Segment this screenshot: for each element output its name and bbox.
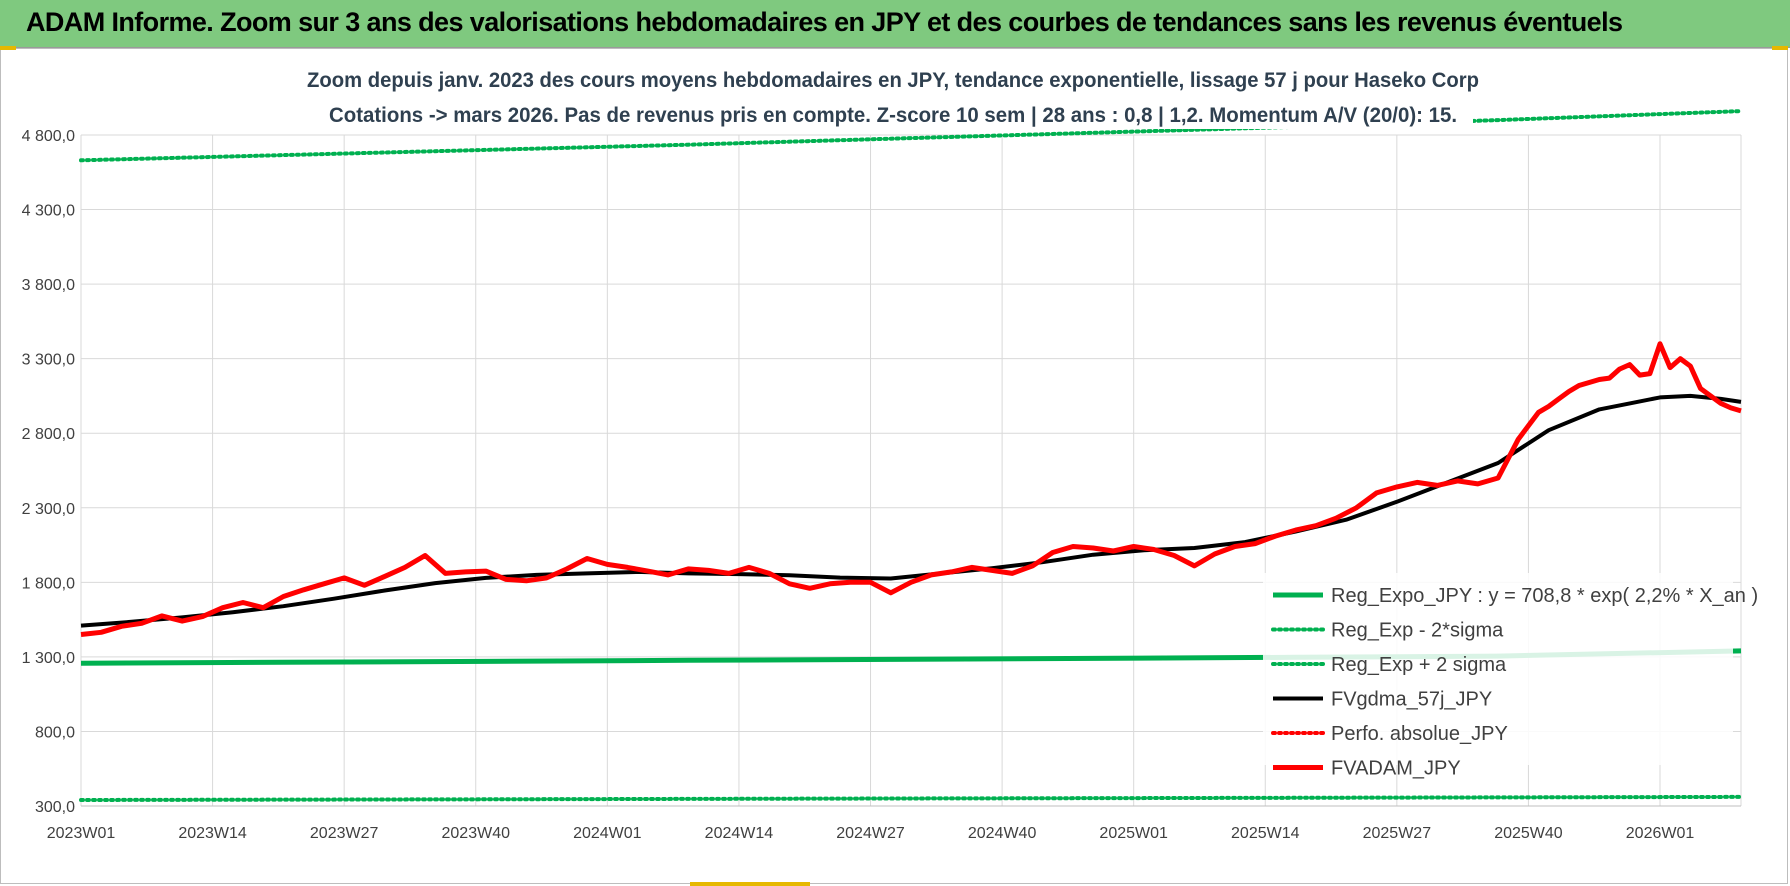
corner-mark [690, 882, 810, 886]
legend-label: Reg_Expo_JPY : y = 708,8 * exp( 2,2% * X… [1331, 585, 1758, 607]
x-tick-label: 2026W01 [1626, 825, 1695, 842]
y-tick-label: 2 800,0 [22, 426, 75, 443]
legend-label: Reg_Exp + 2 sigma [1331, 654, 1507, 676]
x-tick-label: 2025W01 [1099, 825, 1168, 842]
x-tick-label: 2025W40 [1494, 825, 1563, 842]
y-tick-label: 1 300,0 [22, 650, 75, 667]
series-line [80, 341, 1742, 637]
legend-label: Perfo. absolue_JPY [1331, 723, 1508, 745]
chart-title-block: Zoom depuis janv. 2023 des cours moyens … [307, 63, 1479, 129]
y-tick-label: 800,0 [35, 724, 75, 741]
x-tick-label: 2024W27 [836, 825, 905, 842]
corner-mark [1772, 46, 1788, 50]
chart-frame: 4 800,0 4 300,0 3 800,0 3 300,0 2 800,0 2 300… [0, 48, 1788, 884]
chart-subtitle: Cotations -> mars 2026. Pas de revenus p… [329, 104, 1457, 127]
report-title: ADAM Informe. Zoom sur 3 ans des valoris… [26, 7, 1623, 37]
legend-background [1263, 573, 1733, 765]
x-tick-label: 2024W40 [968, 825, 1037, 842]
y-tick-label: 4 800,0 [22, 128, 75, 145]
y-tick-label: 4 300,0 [22, 203, 75, 220]
x-tick-label: 2025W14 [1231, 825, 1300, 842]
x-tick-label: 2023W14 [178, 825, 247, 842]
y-tick-label: 3 300,0 [22, 352, 75, 369]
y-tick-label: 300,0 [35, 799, 75, 816]
line-chart: 4 800,0 4 300,0 3 800,0 3 300,0 2 800,0 2 300… [22, 63, 1758, 842]
chart-title-background [313, 63, 1473, 129]
y-tick-label: 1 800,0 [22, 575, 75, 592]
x-tick-label: 2023W40 [442, 825, 511, 842]
y-tick-label: 2 300,0 [22, 501, 75, 518]
chart-legend: Reg_Expo_JPY : y = 708,8 * exp( 2,2% * X… [1263, 573, 1758, 780]
corner-mark [0, 46, 16, 50]
legend-label: Reg_Exp - 2*sigma [1331, 620, 1504, 642]
chart-title: Zoom depuis janv. 2023 des cours moyens … [307, 69, 1479, 92]
legend-label: FVgdma_57j_JPY [1331, 689, 1492, 711]
x-tick-label: 2025W27 [1363, 825, 1432, 842]
x-tick-label: 2023W27 [310, 825, 379, 842]
x-tick-label: 2024W14 [705, 825, 774, 842]
x-tick-label: 2023W01 [47, 825, 116, 842]
y-tick-label: 3 800,0 [22, 277, 75, 294]
series-line [79, 794, 1743, 802]
legend-label: FVADAM_JPY [1331, 758, 1461, 780]
x-tick-label: 2024W01 [573, 825, 642, 842]
report-banner: ADAM Informe. Zoom sur 3 ans des valoris… [0, 0, 1790, 48]
